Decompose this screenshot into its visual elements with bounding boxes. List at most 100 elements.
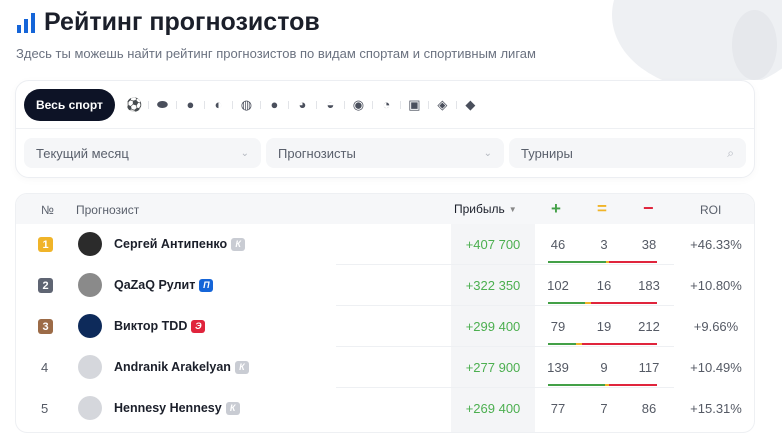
separator [315, 100, 317, 109]
col-win: + [551, 199, 561, 218]
separator [399, 100, 401, 109]
chevron-down-icon: ⌄ [483, 147, 492, 159]
baseball-icon[interactable]: ◆ [465, 96, 476, 112]
table-row[interactable]: 2 QaZaQ Рулит П +322 350 102 16 183 +10.8… [16, 265, 754, 306]
win-segment [548, 343, 576, 345]
page-subtitle: Здесь ты можешь найти рейтинг прогнозист… [16, 46, 536, 61]
rank-badge: 2 [38, 278, 53, 293]
forecaster-name-link[interactable]: Сергей Антипенко К [114, 237, 246, 251]
filter-card: Весь спорт ⚽ ⬬ ● ◐ ◍ ● ◕ ◒ ◉ ◔ ▣ ◈ ◆ Текущий месяц ⌄ … [15, 80, 755, 178]
status-badge: К [225, 401, 240, 415]
forecaster-name: Виктор TDD [114, 319, 188, 333]
roi-value: +46.33% [690, 237, 742, 252]
table-row[interactable]: 4 Andranik Arakelyan К +277 900 139 9 117… [16, 347, 754, 388]
table-header: № Прогнозист Прибыль ▼ + = − ROI [16, 194, 754, 224]
table-row[interactable]: 3 Виктор TDD Э +299 400 79 19 212 +9.66% [16, 306, 754, 347]
loss-count: 183 [638, 278, 660, 293]
volleyball-icon[interactable]: ◍ [240, 96, 253, 112]
rank: 5 [41, 401, 49, 416]
loss-segment [582, 343, 658, 345]
rank-badge: 3 [38, 319, 53, 334]
rank: 4 [41, 360, 49, 375]
tournament-search[interactable]: Турниры ⌕ [509, 138, 746, 168]
separator [259, 100, 261, 109]
win-count: 46 [550, 237, 566, 252]
page-header: Рейтинг прогнозистов [16, 8, 320, 37]
handball-icon[interactable]: ◕ [298, 97, 307, 112]
rating-table: № Прогнозист Прибыль ▼ + = − ROI 1 Сергей… [15, 193, 755, 433]
forecaster-name-link[interactable]: Hennesy Hennesy К [114, 401, 240, 415]
draw-count: 3 [600, 237, 608, 252]
separator [231, 100, 233, 109]
avatar[interactable] [78, 396, 102, 420]
roi-value: +10.49% [690, 360, 742, 375]
table-tennis-icon[interactable]: ● [270, 97, 279, 112]
table-row[interactable]: 1 Сергей Антипенко К +407 700 46 3 38 +46… [16, 224, 754, 265]
profit-value: +277 900 [465, 360, 521, 375]
draw-segment [584, 302, 591, 304]
american-football-icon[interactable]: ◈ [437, 96, 448, 112]
separator [147, 100, 149, 109]
soccer-icon[interactable]: ⚽ [126, 96, 143, 112]
draw-count: 19 [596, 319, 612, 334]
page-title: Рейтинг прогнозистов [44, 8, 320, 36]
status-badge: Э [191, 319, 206, 333]
col-loss: − [643, 198, 654, 218]
forecaster-name-link[interactable]: Виктор TDD Э [114, 319, 206, 333]
draw-segment [605, 384, 609, 386]
table-row[interactable]: 5 Hennesy Hennesy К +269 400 77 7 86 +15.… [16, 388, 754, 429]
mma-icon[interactable]: ◉ [352, 96, 365, 112]
search-icon: ⌕ [727, 145, 734, 160]
forecaster-name-link[interactable]: QaZaQ Рулит П [114, 278, 214, 292]
avatar[interactable] [78, 355, 102, 379]
col-profit-sort[interactable]: Прибыль ▼ [454, 202, 517, 216]
forecaster-name-link[interactable]: Andranik Arakelyan К [114, 360, 249, 374]
tab-all-sport[interactable]: Весь спорт [24, 88, 115, 121]
profit-value: +322 350 [465, 278, 521, 293]
cricket-icon[interactable]: ◔ [382, 97, 391, 112]
roi-value: +15.31% [690, 401, 742, 416]
col-rank: № [41, 203, 54, 217]
draw-count: 7 [600, 401, 608, 416]
avatar[interactable] [78, 232, 102, 256]
separator [371, 100, 373, 109]
tournament-placeholder: Турниры [521, 145, 573, 161]
loss-count: 86 [641, 401, 657, 416]
draw-count: 16 [596, 278, 612, 293]
tennis-icon[interactable]: ● [186, 97, 195, 112]
separator [175, 100, 177, 109]
period-select[interactable]: Текущий месяц ⌄ [24, 138, 261, 168]
profit-value: +269 400 [465, 401, 521, 416]
status-badge: П [199, 278, 214, 292]
bar-chart-icon [17, 12, 35, 33]
separator [427, 100, 429, 109]
avatar[interactable] [78, 314, 102, 338]
forecaster-name: QaZaQ Рулит [114, 278, 196, 292]
sport-tabs: Весь спорт ⚽ ⬬ ● ◐ ◍ ● ◕ ◒ ◉ ◔ ▣ ◈ ◆ [16, 81, 754, 129]
hockey-icon[interactable]: ⬬ [156, 96, 168, 112]
type-select[interactable]: Прогнозисты ⌄ [266, 138, 504, 168]
sort-down-icon: ▼ [508, 204, 517, 214]
status-badge: К [231, 237, 246, 251]
roi-value: +10.80% [690, 278, 742, 293]
separator [343, 100, 345, 109]
loss-count: 38 [641, 237, 657, 252]
avatar[interactable] [78, 273, 102, 297]
col-draw: = [597, 199, 607, 218]
loss-segment [590, 302, 657, 304]
separator [287, 100, 289, 109]
period-value: Текущий месяц [36, 145, 129, 161]
draw-count: 9 [600, 360, 608, 375]
win-count: 102 [547, 278, 569, 293]
profit-value: +407 700 [465, 237, 521, 252]
esports-icon[interactable]: ◒ [326, 97, 335, 112]
loss-count: 117 [638, 360, 660, 375]
dota-icon[interactable]: ▣ [408, 96, 421, 112]
forecaster-name: Andranik Arakelyan [114, 360, 231, 374]
type-value: Прогнозисты [278, 145, 356, 161]
result-ratio-bar [548, 343, 658, 345]
separator [455, 100, 457, 109]
basketball-icon[interactable]: ◐ [214, 97, 223, 112]
result-ratio-bar [548, 261, 657, 263]
separator [203, 100, 205, 109]
